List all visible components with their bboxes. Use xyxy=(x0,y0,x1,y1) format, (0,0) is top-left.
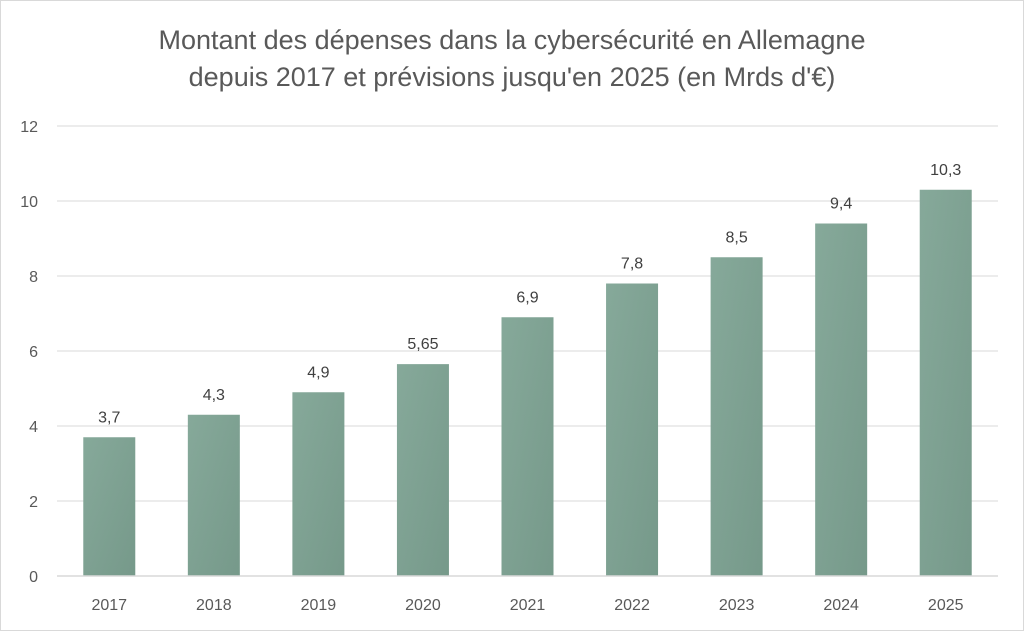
y-tick-label: 12 xyxy=(20,119,38,136)
chart-title-line-1: Montant des dépenses dans la cybersécuri… xyxy=(158,25,866,55)
bar-2019 xyxy=(292,392,345,576)
data-label-2024: 9,4 xyxy=(830,196,852,213)
bar-2022 xyxy=(606,283,659,576)
x-axis-ticks: 2017 2018 2019 2020 2021 2022 2023 2024 2025 xyxy=(57,575,998,614)
x-tick-label: 2019 xyxy=(301,597,337,614)
bar-2021 xyxy=(501,317,554,576)
bar-2023 xyxy=(710,257,763,576)
data-label-2023: 8,5 xyxy=(725,229,747,246)
bar-2020 xyxy=(396,364,449,576)
y-axis-ticks: 0 2 4 6 8 10 12 xyxy=(20,119,38,586)
x-tick-label: 2021 xyxy=(510,597,546,614)
x-tick-label: 2022 xyxy=(614,597,650,614)
bar-2017 xyxy=(83,437,136,576)
data-label-2025: 10,3 xyxy=(930,162,961,179)
data-label-2022: 7,8 xyxy=(621,256,643,273)
y-tick-label: 10 xyxy=(20,194,38,211)
data-label-2021: 6,9 xyxy=(516,289,538,306)
chart-title-line-2: depuis 2017 et prévisions jusqu'en 2025 … xyxy=(188,62,836,92)
y-tick-label: 8 xyxy=(29,269,38,286)
data-label-2019: 4,9 xyxy=(307,364,329,381)
x-tick-label: 2023 xyxy=(719,597,755,614)
x-tick-label: 2017 xyxy=(91,597,127,614)
x-tick-label: 2020 xyxy=(405,597,441,614)
chart-title: Montant des dépenses dans la cybersécuri… xyxy=(0,22,1024,96)
y-tick-label: 2 xyxy=(29,494,38,511)
y-tick-label: 0 xyxy=(29,569,38,586)
y-tick-label: 6 xyxy=(29,344,38,361)
bar-2025 xyxy=(919,189,972,576)
data-label-2017: 3,7 xyxy=(98,409,120,426)
bar-2024 xyxy=(815,223,868,576)
data-label-2020: 5,65 xyxy=(407,336,438,353)
bar-2018 xyxy=(187,414,240,576)
x-tick-label: 2024 xyxy=(823,597,859,614)
x-tick-label: 2018 xyxy=(196,597,232,614)
y-tick-label: 4 xyxy=(29,419,38,436)
data-labels: 3,7 4,3 4,9 5,65 6,9 7,8 8,5 9,4 10,3 xyxy=(98,162,961,427)
x-tick-label: 2025 xyxy=(928,597,964,614)
bars xyxy=(83,189,972,576)
data-label-2018: 4,3 xyxy=(203,387,225,404)
